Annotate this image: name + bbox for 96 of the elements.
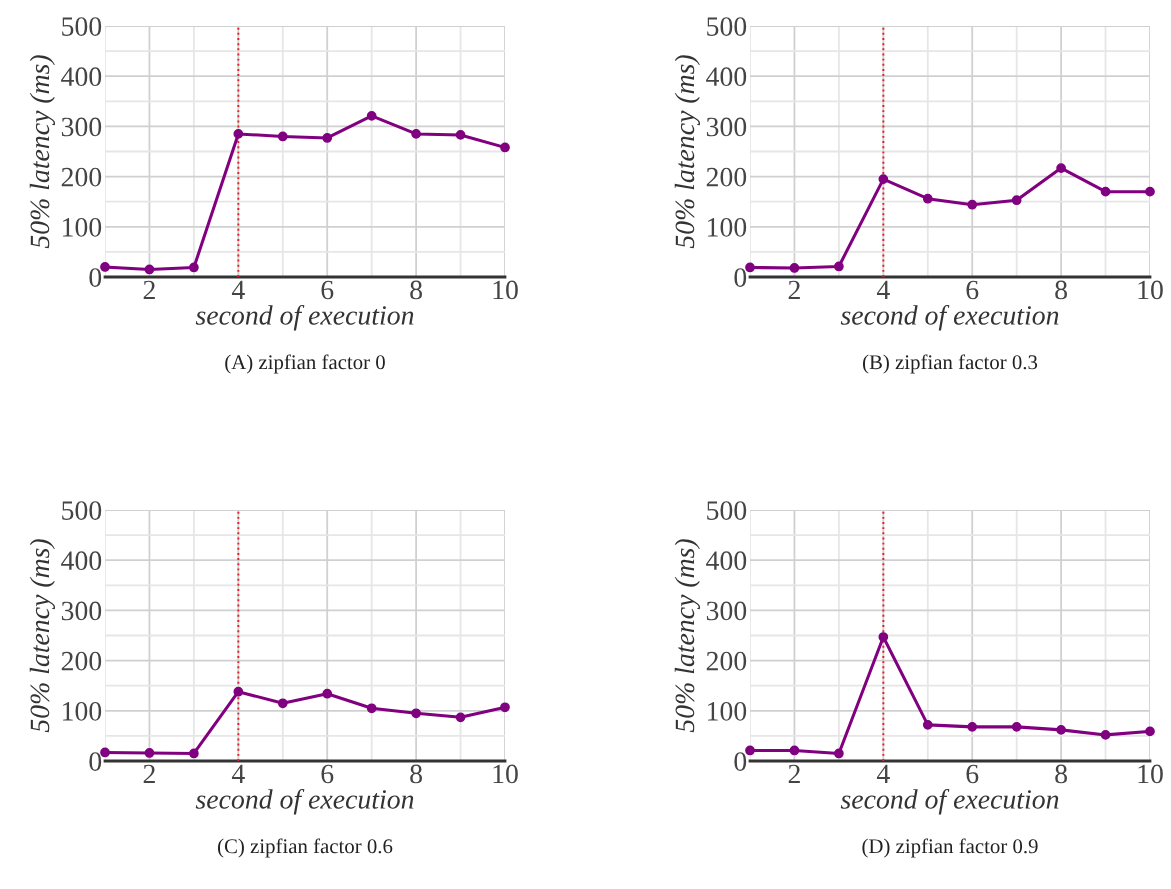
y-tick-label: 400 xyxy=(706,551,747,571)
point xyxy=(144,748,155,758)
point xyxy=(144,264,155,275)
y-tick-label: 300 xyxy=(706,117,747,137)
point xyxy=(189,262,199,273)
y-tick-label: 500 xyxy=(707,501,747,520)
point xyxy=(233,129,244,139)
point xyxy=(1145,726,1155,737)
y-tick-label: 100 xyxy=(708,701,747,721)
y-tick-label: 200 xyxy=(61,651,102,671)
point xyxy=(322,688,333,699)
point xyxy=(789,745,800,756)
x-axis-title: second of execution xyxy=(840,788,1059,815)
text: (C) zipfian factor 0.6 xyxy=(217,838,393,858)
y-tick-label: 400 xyxy=(61,67,102,87)
point xyxy=(1100,730,1111,740)
x-tick-label: 6 xyxy=(321,280,334,300)
y-tick-label: 0 xyxy=(734,268,747,287)
text: (A) zipfian factor 0 xyxy=(225,354,385,374)
point xyxy=(745,745,755,756)
point xyxy=(789,263,800,273)
point xyxy=(834,261,844,272)
x-tick-label: 2 xyxy=(143,764,155,784)
point xyxy=(500,702,510,713)
y-tick-label: 500 xyxy=(707,17,747,36)
point xyxy=(834,748,844,759)
x-tick-label: 10 xyxy=(493,764,518,784)
x-tick-label: 10 xyxy=(1138,764,1163,784)
x-tick-label: 2 xyxy=(788,280,800,300)
point xyxy=(100,747,110,758)
y-tick-label: 300 xyxy=(61,117,102,137)
y-tick-label: 400 xyxy=(61,551,102,571)
y-tick-label: 500 xyxy=(62,17,102,36)
y-tick-label: 200 xyxy=(706,651,747,671)
point xyxy=(967,199,978,210)
point xyxy=(878,174,889,184)
point xyxy=(411,708,421,719)
point xyxy=(1011,195,1022,206)
y-tick-label: 200 xyxy=(61,167,102,187)
y-tick-label: 0 xyxy=(89,268,102,287)
y-tick-label: 200 xyxy=(706,167,747,187)
point xyxy=(322,133,333,143)
x-tick-label: 8 xyxy=(1055,280,1067,300)
y-tick-label: 400 xyxy=(706,67,747,87)
x-tick-label: 2 xyxy=(788,764,800,784)
point xyxy=(1011,722,1022,732)
point xyxy=(1100,186,1111,197)
x-tick-label: 8 xyxy=(410,280,422,300)
point xyxy=(366,110,377,121)
point xyxy=(1056,725,1066,735)
x-tick-label: 6 xyxy=(966,280,979,300)
x-tick-label: 4 xyxy=(876,764,890,784)
point xyxy=(878,632,889,642)
x-tick-label: 8 xyxy=(1055,764,1067,784)
x-axis-title: second of execution xyxy=(195,304,414,331)
y-tick-label: 300 xyxy=(706,601,747,621)
y-axis-title: 50% latency (ms) xyxy=(674,539,700,733)
y-tick-label: 100 xyxy=(708,217,747,237)
point xyxy=(277,131,288,142)
point xyxy=(411,129,421,139)
x-tick-label: 10 xyxy=(1138,280,1163,300)
point xyxy=(1056,163,1066,173)
point xyxy=(455,712,466,723)
point xyxy=(1145,186,1155,197)
point xyxy=(922,193,933,204)
x-tick-label: 2 xyxy=(143,280,155,300)
text: (D) zipfian factor 0.9 xyxy=(862,838,1038,858)
point xyxy=(455,130,466,140)
y-axis-title: 50% latency (ms) xyxy=(29,55,55,249)
point xyxy=(500,142,510,153)
x-tick-label: 10 xyxy=(493,280,518,300)
y-tick-label: 0 xyxy=(89,752,102,771)
x-axis-title: second of execution xyxy=(195,788,414,815)
point xyxy=(233,686,244,697)
point xyxy=(366,703,377,714)
x-axis-title: second of execution xyxy=(840,304,1059,331)
x-tick-label: 4 xyxy=(231,764,245,784)
y-tick-label: 300 xyxy=(61,601,102,621)
x-tick-label: 4 xyxy=(876,280,890,300)
point xyxy=(967,722,978,732)
y-axis-title: 50% latency (ms) xyxy=(674,55,700,249)
x-tick-label: 4 xyxy=(231,280,245,300)
point xyxy=(100,262,110,272)
point xyxy=(745,262,755,273)
y-tick-label: 100 xyxy=(63,701,102,721)
x-tick-label: 6 xyxy=(966,764,979,784)
y-tick-label: 100 xyxy=(63,217,102,237)
x-tick-label: 6 xyxy=(321,764,334,784)
point xyxy=(277,698,288,709)
point xyxy=(189,748,199,759)
y-tick-label: 0 xyxy=(734,752,747,771)
text: (B) zipfian factor 0.3 xyxy=(862,354,1038,374)
x-tick-label: 8 xyxy=(410,764,422,784)
point xyxy=(922,719,933,730)
y-axis-title: 50% latency (ms) xyxy=(29,539,55,733)
y-tick-label: 500 xyxy=(62,501,102,520)
